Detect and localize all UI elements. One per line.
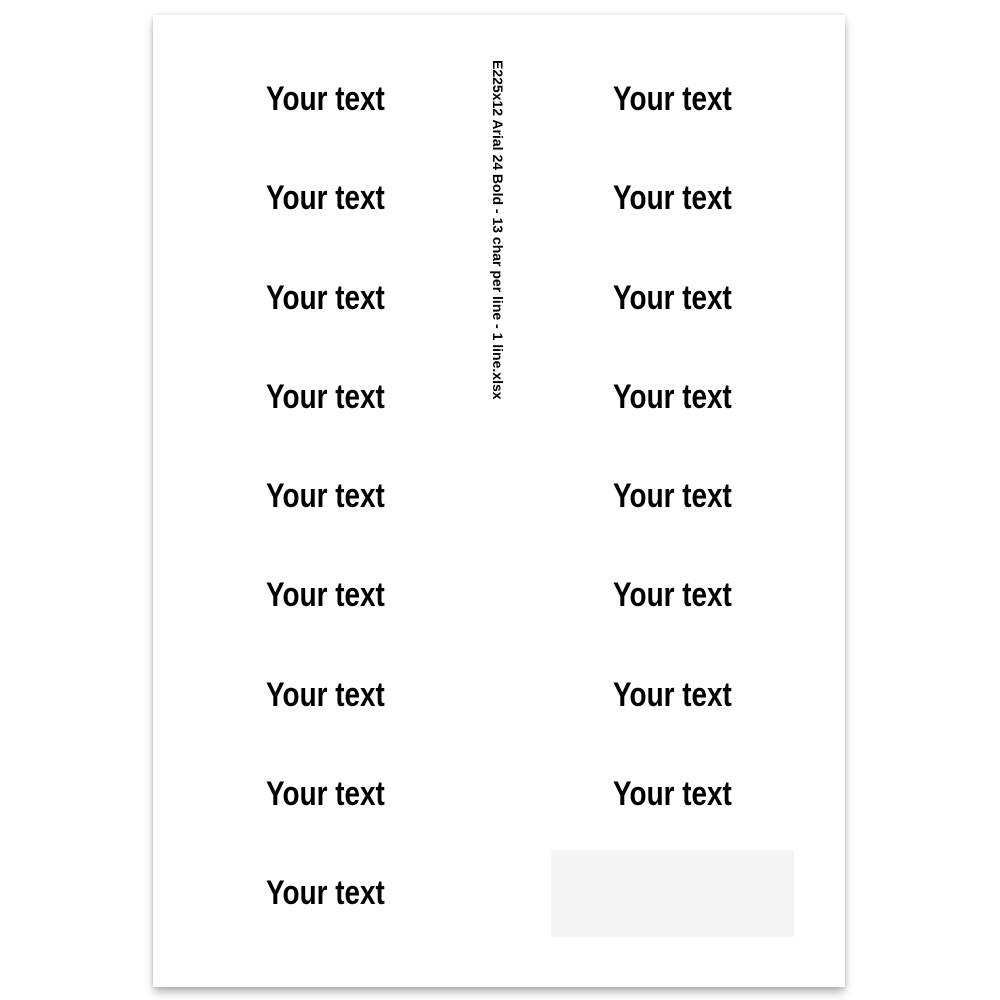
label-cell: Your text (551, 652, 794, 739)
label-cell: Your text (204, 354, 447, 441)
label-text: Your text (266, 377, 385, 416)
label-cell: Your text (204, 552, 447, 639)
label-text: Your text (613, 80, 732, 118)
label-cell: Your text (204, 751, 447, 838)
empty-label-placeholder (551, 850, 794, 938)
label-text: Your text (266, 675, 385, 714)
labels-grid: Your text Your text Your text Your text … (204, 56, 794, 938)
label-text: Your text (266, 179, 385, 218)
label-cell: Your text (204, 255, 447, 342)
label-sheet: E225x12 Arial 24 Bold - 13 char per line… (153, 15, 845, 987)
label-text: Your text (613, 775, 732, 814)
label-text: Your text (266, 278, 385, 317)
sheet-filename-annotation: E225x12 Arial 24 Bold - 13 char per line… (490, 60, 506, 400)
label-cell: Your text (551, 155, 794, 242)
label-text: Your text (266, 80, 385, 118)
label-cell: Your text (551, 751, 794, 838)
label-cell: Your text (551, 255, 794, 342)
label-text: Your text (266, 477, 385, 516)
label-cell: Your text (204, 652, 447, 739)
label-cell: Your text (204, 56, 447, 143)
label-text: Your text (613, 675, 732, 714)
label-text: Your text (613, 278, 732, 317)
label-cell: Your text (551, 354, 794, 441)
label-text: Your text (613, 477, 732, 516)
label-cell: Your text (204, 155, 447, 242)
label-text: Your text (613, 377, 732, 416)
label-cell: Your text (204, 453, 447, 540)
label-text: Your text (613, 179, 732, 218)
label-cell: Your text (204, 850, 447, 937)
label-cell: Your text (551, 453, 794, 540)
label-text: Your text (266, 576, 385, 615)
label-text: Your text (613, 576, 732, 615)
label-cell: Your text (551, 56, 794, 143)
label-text: Your text (266, 775, 385, 814)
label-text: Your text (266, 874, 385, 913)
label-cell: Your text (551, 552, 794, 639)
